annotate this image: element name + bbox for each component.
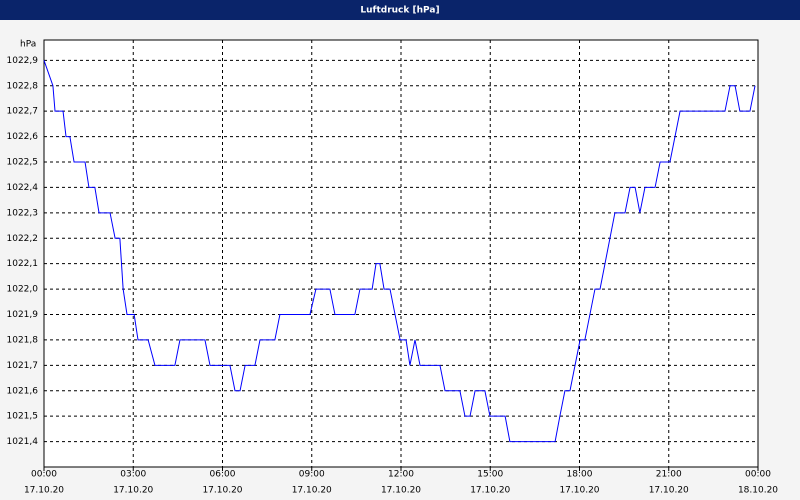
y-unit: hPa (20, 40, 36, 50)
y-tick-label: 1021,9 (7, 310, 39, 320)
y-tick-label: 1022,9 (7, 56, 39, 66)
x-tick-date: 18.10.20 (738, 486, 778, 496)
x-tick-label: 21:00 (656, 470, 682, 480)
x-tick-label: 15:00 (477, 470, 503, 480)
x-tick-date: 17.10.20 (292, 486, 332, 496)
x-tick-label: 18:00 (567, 470, 593, 480)
x-tick-label: 00:00 (31, 470, 57, 480)
x-tick-date: 17.10.20 (24, 486, 64, 496)
y-tick-label: 1022,0 (7, 285, 39, 295)
x-tick-label: 03:00 (120, 470, 146, 480)
y-tick-label: 1022,7 (7, 107, 39, 117)
y-tick-label: 1021,8 (7, 335, 39, 345)
plot-border (43, 39, 759, 468)
y-tick-label: 1021,6 (7, 386, 39, 396)
x-tick-date: 17.10.20 (559, 486, 599, 496)
x-tick-label: 12:00 (388, 470, 414, 480)
y-tick-label: 1021,7 (7, 361, 39, 371)
y-tick-label: 1021,4 (7, 437, 39, 447)
y-tick-label: 1021,5 (7, 412, 39, 422)
x-tick-label: 06:00 (210, 470, 236, 480)
y-tick-label: 1022,6 (7, 132, 39, 142)
x-tick-date: 17.10.20 (202, 486, 242, 496)
chart-title: Luftdruck [hPa] (360, 6, 439, 16)
line-series (43, 60, 756, 443)
y-tick-label: 1022,1 (7, 259, 39, 269)
x-tick-date: 17.10.20 (113, 486, 153, 496)
x-tick-label: 00:00 (745, 470, 771, 480)
y-tick-label: 1022,4 (7, 183, 39, 193)
y-tick-label: 1022,5 (7, 158, 39, 168)
y-tick-label: 1022,2 (7, 234, 39, 244)
x-tick-label: 09:00 (299, 470, 325, 480)
title-bar (0, 0, 800, 20)
y-tick-label: 1022,3 (7, 208, 39, 218)
x-tick-date: 17.10.20 (470, 486, 510, 496)
x-tick-date: 17.10.20 (381, 486, 421, 496)
y-tick-label: 1022,8 (7, 81, 39, 91)
x-tick-date: 17.10.20 (649, 486, 689, 496)
